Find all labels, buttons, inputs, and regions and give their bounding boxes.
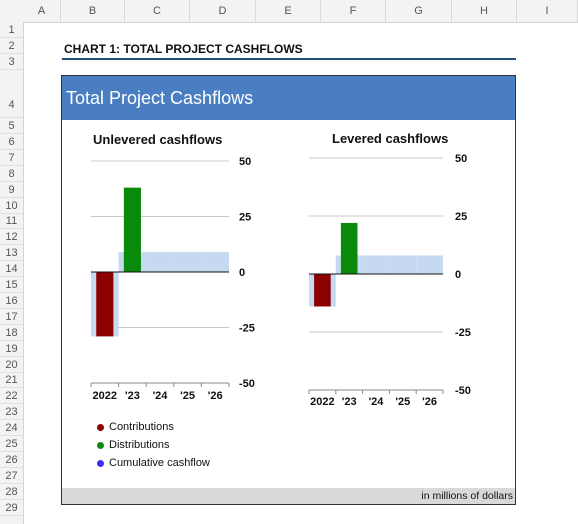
cumulative-bar <box>416 255 443 274</box>
column-header-g[interactable]: G <box>386 0 452 22</box>
y-tick-label: 0 <box>455 269 461 281</box>
chart-levered-title: Levered cashflows <box>332 131 449 146</box>
row-header-13[interactable]: 13 <box>0 245 23 262</box>
row-header-4[interactable]: 4 <box>0 70 23 118</box>
row-header-8[interactable]: 8 <box>0 166 23 182</box>
chart-frame[interactable]: Total Project Cashflows in millions of d… <box>61 75 516 505</box>
legend-dot-contributions <box>97 423 104 431</box>
row-header-15[interactable]: 15 <box>0 277 23 293</box>
row-header-29[interactable]: 29 <box>0 500 23 516</box>
legend-dot-distributions <box>97 441 104 449</box>
row-header-12[interactable]: 12 <box>0 229 23 246</box>
sheet-title: CHART 1: TOTAL PROJECT CASHFLOWS <box>64 42 303 56</box>
y-tick-label: -25 <box>239 323 255 335</box>
row-header-26[interactable]: 26 <box>0 452 23 468</box>
row-header-22[interactable]: 22 <box>0 388 23 405</box>
y-tick-label: -50 <box>455 385 471 397</box>
row-header-10[interactable]: 10 <box>0 198 23 214</box>
y-tick-label: -50 <box>239 378 255 390</box>
y-tick-label: 50 <box>455 153 467 165</box>
legend-label-contributions: Contributions <box>109 421 174 433</box>
x-tick-label: '24 <box>369 396 385 408</box>
row-header-5[interactable]: 5 <box>0 118 23 134</box>
row-header-27[interactable]: 27 <box>0 468 23 484</box>
chart-banner-title: Total Project Cashflows <box>66 88 254 108</box>
legend-dot-cumulative <box>97 459 104 467</box>
x-tick-label: 2022 <box>93 390 117 402</box>
y-tick-label: -25 <box>455 327 471 339</box>
y-tick-label: 25 <box>239 212 251 224</box>
x-tick-label: '23 <box>342 396 357 408</box>
x-tick-label: '24 <box>153 390 169 402</box>
row-header-24[interactable]: 24 <box>0 420 23 437</box>
chart-banner: Total Project Cashflows <box>62 76 515 120</box>
row-header-11[interactable]: 11 <box>0 213 23 230</box>
cumulative-bar <box>201 252 229 272</box>
legend-item-cumulative: Cumulative cashflow <box>97 454 210 472</box>
row-header-23[interactable]: 23 <box>0 404 23 421</box>
contribution-bar <box>96 272 114 337</box>
y-tick-label: 0 <box>239 267 245 279</box>
column-header-a[interactable]: A <box>23 0 61 22</box>
row-header-7[interactable]: 7 <box>0 150 23 166</box>
x-tick-label: '26 <box>422 396 437 408</box>
row-header-3[interactable]: 3 <box>0 54 23 70</box>
row-header-16[interactable]: 16 <box>0 293 23 309</box>
legend-item-contributions: Contributions <box>97 418 210 436</box>
legend-item-distributions: Distributions <box>97 436 210 454</box>
row-header-bar: 1 2 3 4 5 6 7 8 9 10 11 12 13 14 15 16 17 18 19 20 21 22 23 24 2… <box>0 22 24 524</box>
chart-legend: Contributions Distributions Cumulative c… <box>97 418 210 472</box>
row-header-21[interactable]: 21 <box>0 372 23 389</box>
x-tick-label: '25 <box>180 390 195 402</box>
y-tick-label: 50 <box>239 156 251 168</box>
distribution-bar <box>340 222 358 274</box>
row-header-19[interactable]: 19 <box>0 341 23 357</box>
x-tick-label: 2022 <box>310 396 334 408</box>
column-header-h[interactable]: H <box>452 0 517 22</box>
row-header-6[interactable]: 6 <box>0 134 23 150</box>
column-header-d[interactable]: D <box>190 0 256 22</box>
column-header-c[interactable]: C <box>125 0 190 22</box>
legend-label-cumulative: Cumulative cashflow <box>109 457 210 469</box>
cumulative-bar <box>389 255 417 274</box>
y-tick-label: 25 <box>455 211 467 223</box>
contribution-bar <box>314 274 331 307</box>
row-header-1[interactable]: 1 <box>0 22 23 38</box>
footer-note: in millions of dollars <box>421 490 513 502</box>
title-underline <box>62 58 516 60</box>
row-header-28[interactable]: 28 <box>0 484 23 500</box>
row-header-17[interactable]: 17 <box>0 309 23 325</box>
column-header-b[interactable]: B <box>61 0 125 22</box>
cumulative-bar <box>173 252 202 272</box>
cumulative-bar <box>362 255 390 274</box>
column-header-e[interactable]: E <box>256 0 321 22</box>
x-tick-label: '25 <box>395 396 410 408</box>
cumulative-bar <box>146 252 174 272</box>
row-header-20[interactable]: 20 <box>0 357 23 373</box>
column-header-f[interactable]: F <box>321 0 386 22</box>
row-header-25[interactable]: 25 <box>0 436 23 452</box>
row-header-14[interactable]: 14 <box>0 261 23 278</box>
x-tick-label: '26 <box>208 390 223 402</box>
x-tick-label: '23 <box>125 390 140 402</box>
row-header-18[interactable]: 18 <box>0 325 23 341</box>
distribution-bar <box>123 187 141 272</box>
chart-unlevered-title: Unlevered cashflows <box>93 132 223 147</box>
legend-label-distributions: Distributions <box>109 439 170 451</box>
chart-footer: in millions of dollars <box>62 488 515 504</box>
row-header-2[interactable]: 2 <box>0 38 23 54</box>
row-header-9[interactable]: 9 <box>0 182 23 198</box>
